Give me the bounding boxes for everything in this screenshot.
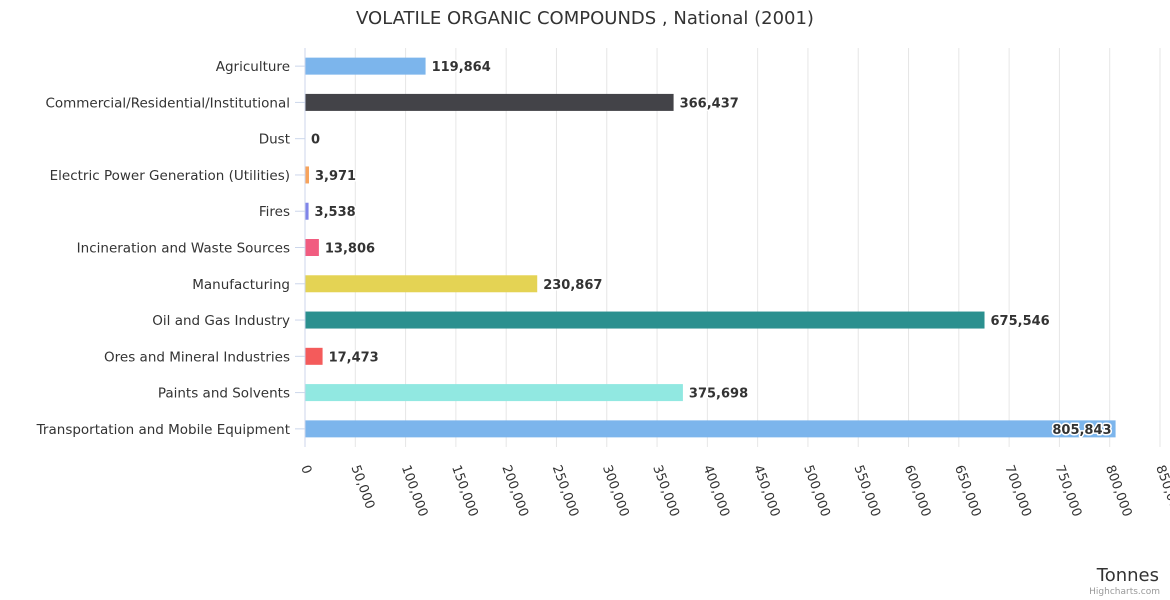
bar[interactable] bbox=[305, 57, 426, 75]
bar[interactable] bbox=[305, 93, 674, 111]
bar[interactable] bbox=[305, 384, 683, 402]
category-label: Transportation and Mobile Equipment bbox=[36, 422, 290, 438]
data-label: 366,437 bbox=[680, 96, 739, 111]
category-label: Dust bbox=[259, 132, 290, 148]
data-label: 0 bbox=[311, 133, 320, 148]
category-label: Electric Power Generation (Utilities) bbox=[50, 168, 290, 184]
bar[interactable] bbox=[305, 202, 309, 220]
category-label: Ores and Mineral Industries bbox=[104, 349, 290, 365]
grid-lines bbox=[354, 48, 1161, 447]
credits-link[interactable]: Highcharts.com bbox=[1089, 587, 1160, 597]
data-label: 230,867 bbox=[543, 278, 602, 293]
category-label: Commercial/Residential/Institutional bbox=[45, 95, 290, 111]
data-label: 3,538 bbox=[315, 205, 356, 220]
bar[interactable] bbox=[305, 275, 538, 293]
bar[interactable] bbox=[305, 311, 985, 329]
category-label: Agriculture bbox=[216, 59, 290, 75]
bar[interactable] bbox=[305, 239, 319, 256]
category-label: Fires bbox=[259, 204, 290, 220]
bars bbox=[305, 57, 1116, 438]
chart-title: VOLATILE ORGANIC COMPOUNDS , National (2… bbox=[356, 8, 814, 29]
category-label: Incineration and Waste Sources bbox=[77, 241, 290, 257]
bar[interactable] bbox=[305, 166, 309, 184]
bar[interactable] bbox=[305, 420, 1116, 438]
data-label: 13,806 bbox=[325, 242, 375, 257]
value-axis-title: Tonnes bbox=[1096, 565, 1159, 586]
category-axis-labels: Agriculture Commercial/Residential/Instit… bbox=[36, 59, 290, 438]
data-labels: 119,864 366,437 0 3,971 3,538 13,806 230,867 67… bbox=[310, 59, 1114, 440]
category-axis-ticks bbox=[295, 65, 305, 430]
data-label: 17,473 bbox=[329, 350, 379, 365]
category-label: Paints and Solvents bbox=[158, 386, 290, 402]
data-label: 675,546 bbox=[991, 314, 1050, 329]
bar[interactable] bbox=[305, 347, 323, 365]
data-label: 805,843 bbox=[1052, 423, 1111, 438]
category-label: Oil and Gas Industry bbox=[152, 313, 290, 329]
data-label: 119,864 bbox=[432, 60, 491, 75]
data-label: 3,971 bbox=[315, 169, 356, 184]
data-label: 375,698 bbox=[689, 387, 748, 402]
category-label: Manufacturing bbox=[192, 277, 290, 293]
